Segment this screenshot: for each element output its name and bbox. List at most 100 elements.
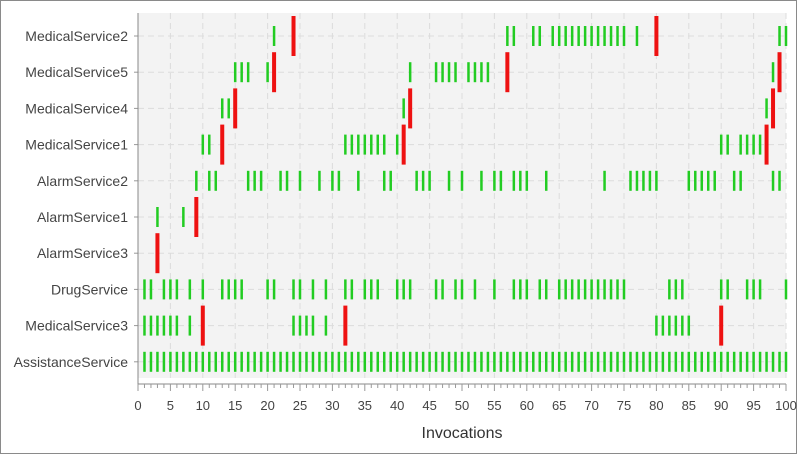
success-mark [434, 351, 438, 372]
success-mark [745, 351, 749, 372]
success-mark [635, 351, 639, 372]
category-label: MedicalService4 [25, 100, 128, 116]
success-mark [512, 26, 516, 46]
success-mark [408, 62, 412, 83]
success-mark [570, 351, 574, 372]
success-mark [486, 351, 490, 372]
success-mark [195, 170, 198, 191]
failure-mark [194, 197, 199, 237]
failure-mark [777, 52, 782, 93]
success-mark [694, 170, 697, 191]
success-mark [311, 315, 315, 336]
success-mark [331, 170, 334, 191]
success-mark [564, 351, 567, 372]
success-mark [616, 279, 619, 300]
success-mark [771, 62, 775, 83]
failure-mark [155, 233, 160, 274]
success-mark [357, 351, 360, 372]
success-mark [706, 170, 710, 191]
success-mark [674, 351, 678, 372]
success-mark [577, 351, 580, 372]
success-mark [156, 207, 159, 227]
success-mark [408, 279, 412, 300]
x-tick-label: 100 [775, 398, 797, 413]
success-mark [532, 351, 535, 372]
success-mark [603, 170, 606, 191]
failure-mark [771, 88, 776, 129]
category-label: MedicalService1 [25, 137, 128, 153]
x-tick-label: 70 [584, 398, 598, 413]
category-label: AlarmService2 [37, 173, 128, 189]
success-mark [188, 315, 192, 336]
success-mark [357, 134, 360, 155]
success-mark [609, 26, 613, 46]
success-mark [246, 351, 250, 372]
success-mark [700, 351, 704, 372]
success-mark [538, 351, 542, 372]
success-mark [292, 315, 295, 336]
success-mark [259, 170, 263, 191]
success-mark [596, 26, 600, 46]
x-tick-label: 65 [552, 398, 566, 413]
success-mark [175, 279, 179, 300]
failure-mark [654, 16, 659, 56]
success-mark [719, 279, 723, 300]
success-mark [544, 279, 548, 300]
success-mark [208, 170, 211, 191]
success-mark [395, 351, 399, 372]
success-mark [532, 26, 535, 46]
success-mark [687, 315, 691, 336]
success-mark [220, 279, 224, 300]
success-mark [765, 98, 768, 119]
success-mark [227, 351, 230, 372]
success-mark [758, 279, 762, 300]
success-mark [246, 62, 250, 83]
category-label: MedicalService5 [25, 64, 128, 80]
success-mark [758, 134, 762, 155]
success-mark [370, 134, 373, 155]
success-mark [765, 351, 768, 372]
success-mark [454, 351, 457, 372]
x-axis: 0 5 10 15 20 25 30 35 40 45 50 55 60 65 70 75 80 85 90 95 10… [134, 13, 797, 413]
success-mark [668, 279, 671, 300]
success-mark [661, 351, 665, 372]
success-mark [603, 26, 606, 46]
success-mark [162, 279, 166, 300]
category-label: AlarmService1 [37, 209, 128, 225]
success-mark [311, 351, 315, 372]
success-mark [272, 26, 276, 46]
success-mark [240, 279, 243, 300]
success-mark [169, 279, 172, 300]
success-mark [149, 279, 153, 300]
success-mark [143, 279, 146, 300]
success-mark [156, 315, 159, 336]
success-mark [227, 279, 230, 300]
success-mark [279, 170, 282, 191]
success-mark [344, 279, 347, 300]
success-mark [681, 351, 684, 372]
success-mark [512, 279, 516, 300]
success-mark [473, 351, 477, 372]
success-mark [382, 351, 386, 372]
success-mark [596, 351, 600, 372]
success-mark [389, 170, 392, 191]
success-mark [486, 62, 490, 83]
x-tick-label: 60 [520, 398, 534, 413]
success-mark [298, 170, 302, 191]
success-mark [208, 134, 211, 155]
success-mark [519, 279, 522, 300]
success-mark [402, 351, 405, 372]
success-mark [382, 134, 386, 155]
failure-mark [719, 305, 724, 346]
success-mark [577, 279, 580, 300]
success-mark [279, 351, 282, 372]
success-mark [182, 207, 185, 227]
category-label: AlarmService3 [37, 245, 128, 261]
success-mark [214, 170, 218, 191]
success-mark [609, 279, 613, 300]
success-mark [298, 315, 302, 336]
success-mark [668, 315, 671, 336]
success-mark [350, 279, 354, 300]
success-mark [156, 351, 159, 372]
success-mark [616, 351, 619, 372]
